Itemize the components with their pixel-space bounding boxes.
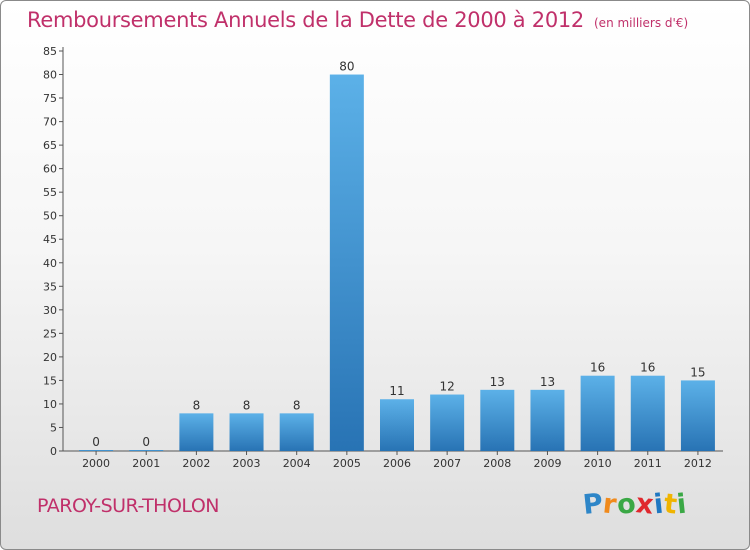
logo-letter: i bbox=[675, 488, 689, 521]
data-label-2011: 16 bbox=[640, 361, 655, 375]
bar-2003 bbox=[229, 413, 264, 451]
bar-2005 bbox=[329, 74, 364, 451]
proxiti-logo: Proxiti bbox=[581, 488, 689, 521]
data-label-2002: 8 bbox=[193, 398, 201, 412]
x-tick-label-2002: 2002 bbox=[182, 457, 210, 470]
y-tick-label: 50 bbox=[43, 210, 57, 223]
x-tick-label-2000: 2000 bbox=[82, 457, 110, 470]
x-tick-label-2006: 2006 bbox=[383, 457, 411, 470]
x-tick-label-2009: 2009 bbox=[533, 457, 561, 470]
x-tick-label-2008: 2008 bbox=[483, 457, 511, 470]
data-label-2008: 13 bbox=[490, 375, 505, 389]
y-tick-label: 80 bbox=[43, 69, 57, 82]
x-tick-label-2012: 2012 bbox=[684, 457, 712, 470]
x-tick-label-2004: 2004 bbox=[283, 457, 311, 470]
data-label-2001: 0 bbox=[142, 435, 150, 449]
bar-2009 bbox=[530, 389, 565, 451]
y-tick-label: 55 bbox=[43, 186, 57, 199]
data-label-2004: 8 bbox=[293, 398, 301, 412]
bar-2007 bbox=[430, 394, 465, 451]
x-tick-label-2003: 2003 bbox=[233, 457, 261, 470]
bar-2010 bbox=[580, 375, 615, 451]
y-tick-label: 65 bbox=[43, 139, 57, 152]
data-label-2006: 11 bbox=[389, 384, 404, 398]
x-tick-label-2001: 2001 bbox=[132, 457, 160, 470]
data-label-2009: 13 bbox=[540, 375, 555, 389]
data-label-2007: 12 bbox=[440, 380, 455, 394]
unit-label: (en milliers d'€) bbox=[594, 16, 689, 30]
commune-name: PAROY-SUR-THOLON bbox=[37, 495, 220, 517]
bar-2008 bbox=[480, 389, 515, 451]
y-tick-label: 0 bbox=[50, 445, 57, 458]
y-tick-label: 25 bbox=[43, 327, 57, 340]
y-tick-label: 10 bbox=[43, 398, 57, 411]
bar-2000 bbox=[79, 450, 114, 451]
y-tick-label: 40 bbox=[43, 257, 57, 270]
y-tick-label: 20 bbox=[43, 351, 57, 364]
bar-2011 bbox=[630, 375, 665, 451]
bar-2002 bbox=[179, 413, 214, 451]
y-tick-label: 45 bbox=[43, 233, 57, 246]
y-tick-label: 30 bbox=[43, 304, 57, 317]
x-tick-label-2005: 2005 bbox=[333, 457, 361, 470]
data-label-2012: 15 bbox=[690, 365, 705, 379]
bar-2004 bbox=[279, 413, 314, 451]
y-tick-label: 85 bbox=[43, 45, 57, 58]
bar-2001 bbox=[129, 450, 164, 451]
chart-title: Remboursements Annuels de la Dette de 20… bbox=[27, 8, 688, 32]
y-tick-label: 70 bbox=[43, 116, 57, 129]
x-tick-label-2007: 2007 bbox=[433, 457, 461, 470]
y-tick-label: 15 bbox=[43, 374, 57, 387]
bar-2012 bbox=[680, 380, 715, 451]
data-label-2003: 8 bbox=[243, 398, 251, 412]
data-label-2010: 16 bbox=[590, 361, 605, 375]
y-tick-label: 5 bbox=[50, 421, 57, 434]
y-tick-label: 60 bbox=[43, 163, 57, 176]
x-tick-label-2011: 2011 bbox=[634, 457, 662, 470]
y-tick-label: 75 bbox=[43, 92, 57, 105]
data-label-2000: 0 bbox=[92, 435, 100, 449]
data-label-2005: 80 bbox=[339, 60, 354, 74]
title-text: Remboursements Annuels de la Dette de 20… bbox=[27, 8, 584, 32]
y-tick-label: 35 bbox=[43, 280, 57, 293]
x-tick-label-2010: 2010 bbox=[584, 457, 612, 470]
bar-2006 bbox=[380, 399, 414, 451]
